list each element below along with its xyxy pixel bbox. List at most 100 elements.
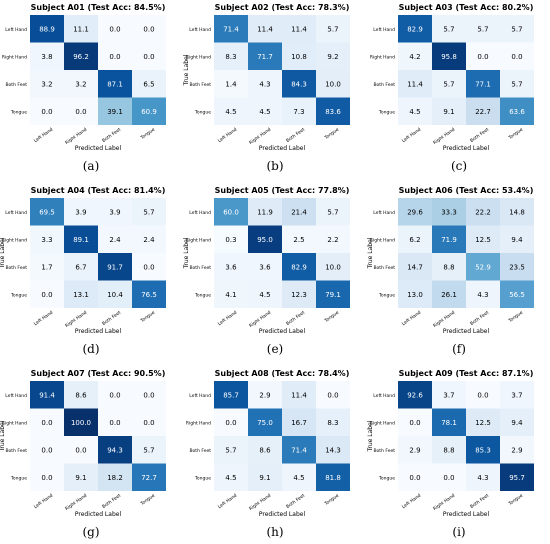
x-tick-label: Tongue	[507, 493, 525, 508]
heatmap-cell	[214, 280, 248, 308]
cell-value-label: 0.0	[109, 391, 120, 399]
cell-value-label: 79.1	[325, 291, 341, 299]
heatmap-cell	[30, 381, 64, 409]
cell-value-label: 88.9	[39, 25, 55, 33]
heatmap-cell	[316, 280, 350, 308]
cell-value-label: 8.8	[443, 446, 454, 454]
chart-title: Subject A09 (Test Acc: 87.1%)	[399, 369, 534, 378]
cell-value-label: 82.9	[291, 263, 307, 271]
heatmap-cell	[132, 408, 166, 436]
x-tick-label: Both Feet	[469, 127, 490, 144]
heatmap-cell	[500, 97, 534, 125]
heatmap-cell	[432, 408, 466, 436]
heatmap-cell	[64, 225, 98, 253]
cell-value-label: 0.0	[409, 474, 420, 482]
cell-value-label: 5.7	[143, 446, 154, 454]
heatmap-cell	[248, 15, 282, 43]
cell-value-label: 0.0	[477, 53, 488, 61]
cell-value-label: 95.0	[257, 236, 273, 244]
y-tick-label: Right Hand	[2, 54, 27, 60]
cell-value-label: 96.2	[73, 53, 89, 61]
heatmap-cell	[98, 408, 132, 436]
cell-value-label: 10.0	[325, 80, 341, 88]
heatmap-cell	[30, 253, 64, 281]
cell-value-label: 14.7	[407, 263, 423, 271]
cell-value-label: 10.8	[291, 53, 307, 61]
confusion-matrix-svg: Subject A02 (Test Acc: 78.3%) 71.4 11.4 11.…	[183, 3, 350, 152]
y-tick-label: Left Hand	[189, 210, 211, 216]
cell-value-label: 4.5	[225, 474, 236, 482]
heatmap-cell	[132, 198, 166, 226]
x-tick-label: Right Hand	[248, 310, 272, 329]
y-axis-label: True Label	[367, 420, 374, 452]
cell-value-label: 0.0	[443, 474, 454, 482]
heatmap-cell	[30, 97, 64, 125]
cell-value-label: 6.2	[409, 236, 420, 244]
heatmap-cell	[248, 225, 282, 253]
y-tick-label: Tongue	[378, 475, 395, 481]
cell-value-label: 56.5	[509, 291, 525, 299]
heatmap-cell	[98, 42, 132, 70]
subfigure-caption: (g)	[82, 525, 100, 539]
heatmap-cell	[98, 70, 132, 98]
heatmap-cell	[30, 436, 64, 464]
cell-value-label: 95.8	[441, 53, 457, 61]
y-tick-label: Both Feet	[189, 82, 211, 88]
cell-value-label: 7.3	[293, 108, 304, 116]
cell-value-label: 5.7	[511, 25, 522, 33]
cell-value-label: 0.0	[477, 391, 488, 399]
x-tick-label: Tongue	[139, 127, 157, 142]
cell-value-label: 11.1	[73, 25, 89, 33]
heatmap-cell	[132, 436, 166, 464]
cell-value-label: 23.5	[509, 263, 525, 271]
heatmap-cell	[132, 280, 166, 308]
heatmap-cell	[500, 463, 534, 491]
x-tick-label: Right Hand	[432, 493, 456, 512]
heatmap-cell	[132, 225, 166, 253]
y-tick-label: Right Hand	[2, 237, 27, 243]
cell-value-label: 3.7	[511, 391, 522, 399]
confusion-matrix-svg: Subject A04 (Test Acc: 81.4%) 69.5 3.9 3.9 5…	[0, 186, 166, 335]
heatmap-cell	[248, 463, 282, 491]
cell-value-label: 3.3	[41, 236, 52, 244]
cell-value-label: 22.2	[475, 208, 491, 216]
heatmap-cell	[214, 70, 248, 98]
heatmap-cell	[248, 70, 282, 98]
cell-value-label: 14.8	[509, 208, 525, 216]
x-tick-label: Left Hand	[217, 493, 238, 510]
cell-value-label: 2.5	[293, 236, 304, 244]
heatmap-cell	[64, 198, 98, 226]
x-tick-label: Tongue	[139, 493, 157, 508]
heatmap-cell	[316, 253, 350, 281]
y-tick-label: Right Hand	[186, 237, 211, 243]
cell-value-label: 5.7	[477, 25, 488, 33]
heatmap-cell	[132, 253, 166, 281]
y-tick-label: Left Hand	[373, 210, 395, 216]
cell-value-label: 3.7	[443, 391, 454, 399]
cell-value-label: 82.9	[407, 25, 423, 33]
cell-value-label: 0.0	[41, 108, 52, 116]
cell-value-label: 39.1	[107, 108, 123, 116]
heatmap-cell	[316, 15, 350, 43]
x-tick-label: Left Hand	[33, 493, 54, 510]
heatmap-cell	[432, 463, 466, 491]
heatmap-cell	[500, 436, 534, 464]
heatmap-cell	[500, 225, 534, 253]
heatmap-cell	[282, 381, 316, 409]
heatmap-cell	[248, 408, 282, 436]
heatmap-cell	[398, 253, 432, 281]
chart-title: Subject A06 (Test Acc: 53.4%)	[399, 186, 534, 195]
heatmap-cell	[248, 253, 282, 281]
cell-value-label: 92.6	[407, 391, 423, 399]
x-tick-label: Both Feet	[469, 310, 490, 327]
cell-value-label: 11.4	[291, 25, 307, 33]
heatmap-cell	[282, 280, 316, 308]
y-tick-label: Right Hand	[186, 420, 211, 426]
heatmap-cell	[432, 381, 466, 409]
cell-value-label: 4.5	[259, 108, 270, 116]
x-tick-label: Right Hand	[248, 127, 272, 146]
cell-value-label: 3.2	[75, 80, 86, 88]
cell-value-label: 4.1	[225, 291, 236, 299]
cell-value-label: 0.0	[41, 474, 52, 482]
heatmap-cell	[98, 225, 132, 253]
